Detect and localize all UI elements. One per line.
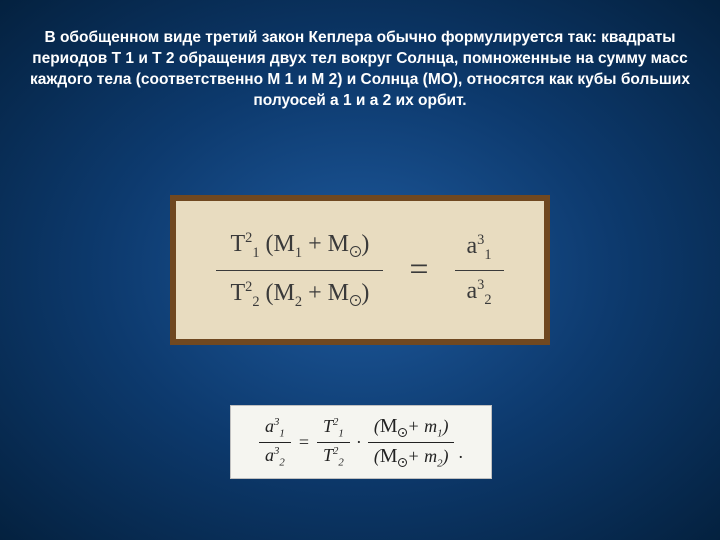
f1-ln-M1sub: 1 bbox=[295, 245, 302, 261]
f2-rn-M: M bbox=[380, 415, 398, 437]
dot-multiply: · bbox=[356, 432, 362, 453]
formula1-left-denominator: T22 (M2 + M) bbox=[216, 271, 383, 319]
f2-rd-M: M bbox=[380, 445, 398, 467]
f2-r-num: (M+ m1) bbox=[368, 413, 455, 443]
f2-rd-m: m bbox=[424, 446, 437, 466]
formula2-right-fraction: (M+ m1) (M+ m2) bbox=[368, 413, 455, 471]
formula2-period: . bbox=[458, 442, 463, 471]
f2-mn-sub: 1 bbox=[338, 428, 343, 440]
f2-md-sup: 2 bbox=[333, 445, 338, 457]
equals-sign-2: = bbox=[299, 432, 309, 453]
f2-r-den: (M+ m2) bbox=[368, 443, 455, 472]
f2-ld-a: a bbox=[265, 445, 274, 465]
f1-ln-M2: M bbox=[328, 231, 349, 257]
formula2-left-fraction: a31 a32 bbox=[259, 414, 291, 470]
f2-rn-msub: 1 bbox=[437, 428, 442, 440]
f1-rn-a: a bbox=[467, 233, 478, 259]
f1-ld-sub: 2 bbox=[252, 293, 259, 309]
f1-ln-sub: 1 bbox=[252, 245, 259, 261]
formula1-left-numerator: T21 (M1 + M) bbox=[216, 222, 383, 271]
f1-ld-M2: M bbox=[328, 280, 349, 306]
formula-1: T21 (M1 + M) T22 (M2 + M) = a31 a32 bbox=[216, 222, 503, 319]
f2-l-den: a32 bbox=[259, 443, 291, 471]
f1-rd-a: a bbox=[467, 278, 478, 304]
formula-box-kepler-alt: a31 a32 = T21 T22 · (M+ m1) (M+ m2) . bbox=[230, 405, 492, 479]
f2-rd-msub: 2 bbox=[437, 457, 442, 469]
f2-l-num: a31 bbox=[259, 414, 291, 443]
formula1-left-fraction: T21 (M1 + M) T22 (M2 + M) bbox=[216, 222, 383, 319]
f2-ln-a: a bbox=[265, 416, 274, 436]
f2-mn-T: T bbox=[323, 416, 333, 436]
f2-md-sub: 2 bbox=[338, 456, 343, 468]
f2-m-num: T21 bbox=[317, 414, 350, 443]
f2-mn-sup: 2 bbox=[333, 416, 338, 428]
f1-rn-sub: 1 bbox=[484, 247, 491, 263]
f1-rd-sub: 2 bbox=[484, 291, 491, 307]
formula-2: a31 a32 = T21 T22 · (M+ m1) (M+ m2) . bbox=[259, 413, 463, 471]
f2-ld-sub: 2 bbox=[279, 456, 284, 468]
f1-ld-T: T bbox=[230, 280, 245, 306]
formula1-right-fraction: a31 a32 bbox=[455, 226, 504, 315]
formula1-right-numerator: a31 bbox=[455, 226, 504, 271]
formula1-right-denominator: a32 bbox=[455, 271, 504, 315]
formula-box-kepler-main: T21 (M1 + M) T22 (M2 + M) = a31 a32 bbox=[170, 195, 550, 345]
sun-icon bbox=[350, 295, 361, 306]
f1-ld-M1: M bbox=[274, 280, 295, 306]
f1-ln-M1: M bbox=[274, 231, 295, 257]
f2-rn-plus: + bbox=[407, 416, 419, 436]
f1-rn-sup: 3 bbox=[477, 232, 484, 248]
f2-ld-sup: 3 bbox=[274, 445, 279, 457]
f1-ld-plus: + bbox=[308, 280, 322, 306]
equals-sign: = bbox=[409, 251, 428, 289]
formula2-mid-fraction: T21 T22 bbox=[317, 414, 350, 470]
f2-md-T: T bbox=[323, 445, 333, 465]
f2-ln-sup: 3 bbox=[274, 416, 279, 428]
heading-text: В обобщенном виде третий закон Кеплера о… bbox=[0, 0, 720, 112]
f1-ln-T: T bbox=[230, 231, 245, 257]
f1-ln-plus: + bbox=[308, 231, 322, 257]
f2-rd-plus: + bbox=[407, 446, 419, 466]
f1-ld-M1sub: 2 bbox=[295, 293, 302, 309]
f1-ln-sup: 2 bbox=[245, 230, 252, 246]
sun-icon bbox=[350, 246, 361, 257]
f2-m-den: T22 bbox=[317, 443, 350, 471]
f2-ln-sub: 1 bbox=[279, 428, 284, 440]
f2-rn-m: m bbox=[424, 416, 437, 436]
